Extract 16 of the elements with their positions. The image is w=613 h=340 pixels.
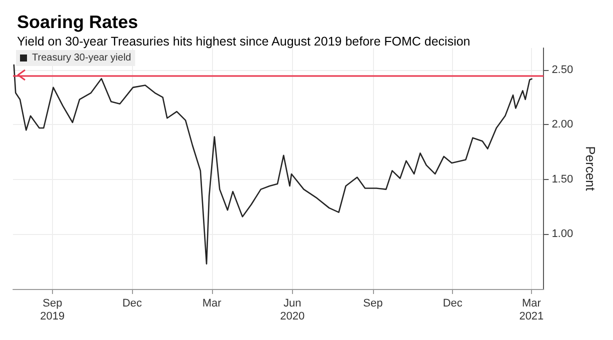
y-tick-label: 1.50 — [552, 173, 574, 186]
chart-title: Soaring Rates — [17, 12, 138, 32]
x-tick-label: Dec — [442, 298, 463, 310]
legend-label: Treasury 30-year yield — [32, 52, 132, 64]
y-tick-label: 2.00 — [552, 118, 574, 131]
x-tick-label: Mar 2021 — [519, 298, 544, 322]
y-tick-label: 1.00 — [552, 228, 574, 240]
x-tick-label: Sep — [363, 298, 383, 310]
y-tick-label: 2.50 — [552, 64, 574, 76]
y-axis-title: Percent — [583, 146, 598, 192]
line-series — [13, 64, 533, 264]
chart-subtitle: Yield on 30-year Treasuries hits highest since August 2019 before FOMC decision — [17, 34, 470, 48]
x-tick-label: Mar — [202, 298, 222, 310]
x-tick-label: Jun 2020 — [280, 298, 305, 322]
x-tick-label: Dec — [122, 298, 142, 310]
x-tick-label: Sep 2019 — [40, 298, 65, 322]
